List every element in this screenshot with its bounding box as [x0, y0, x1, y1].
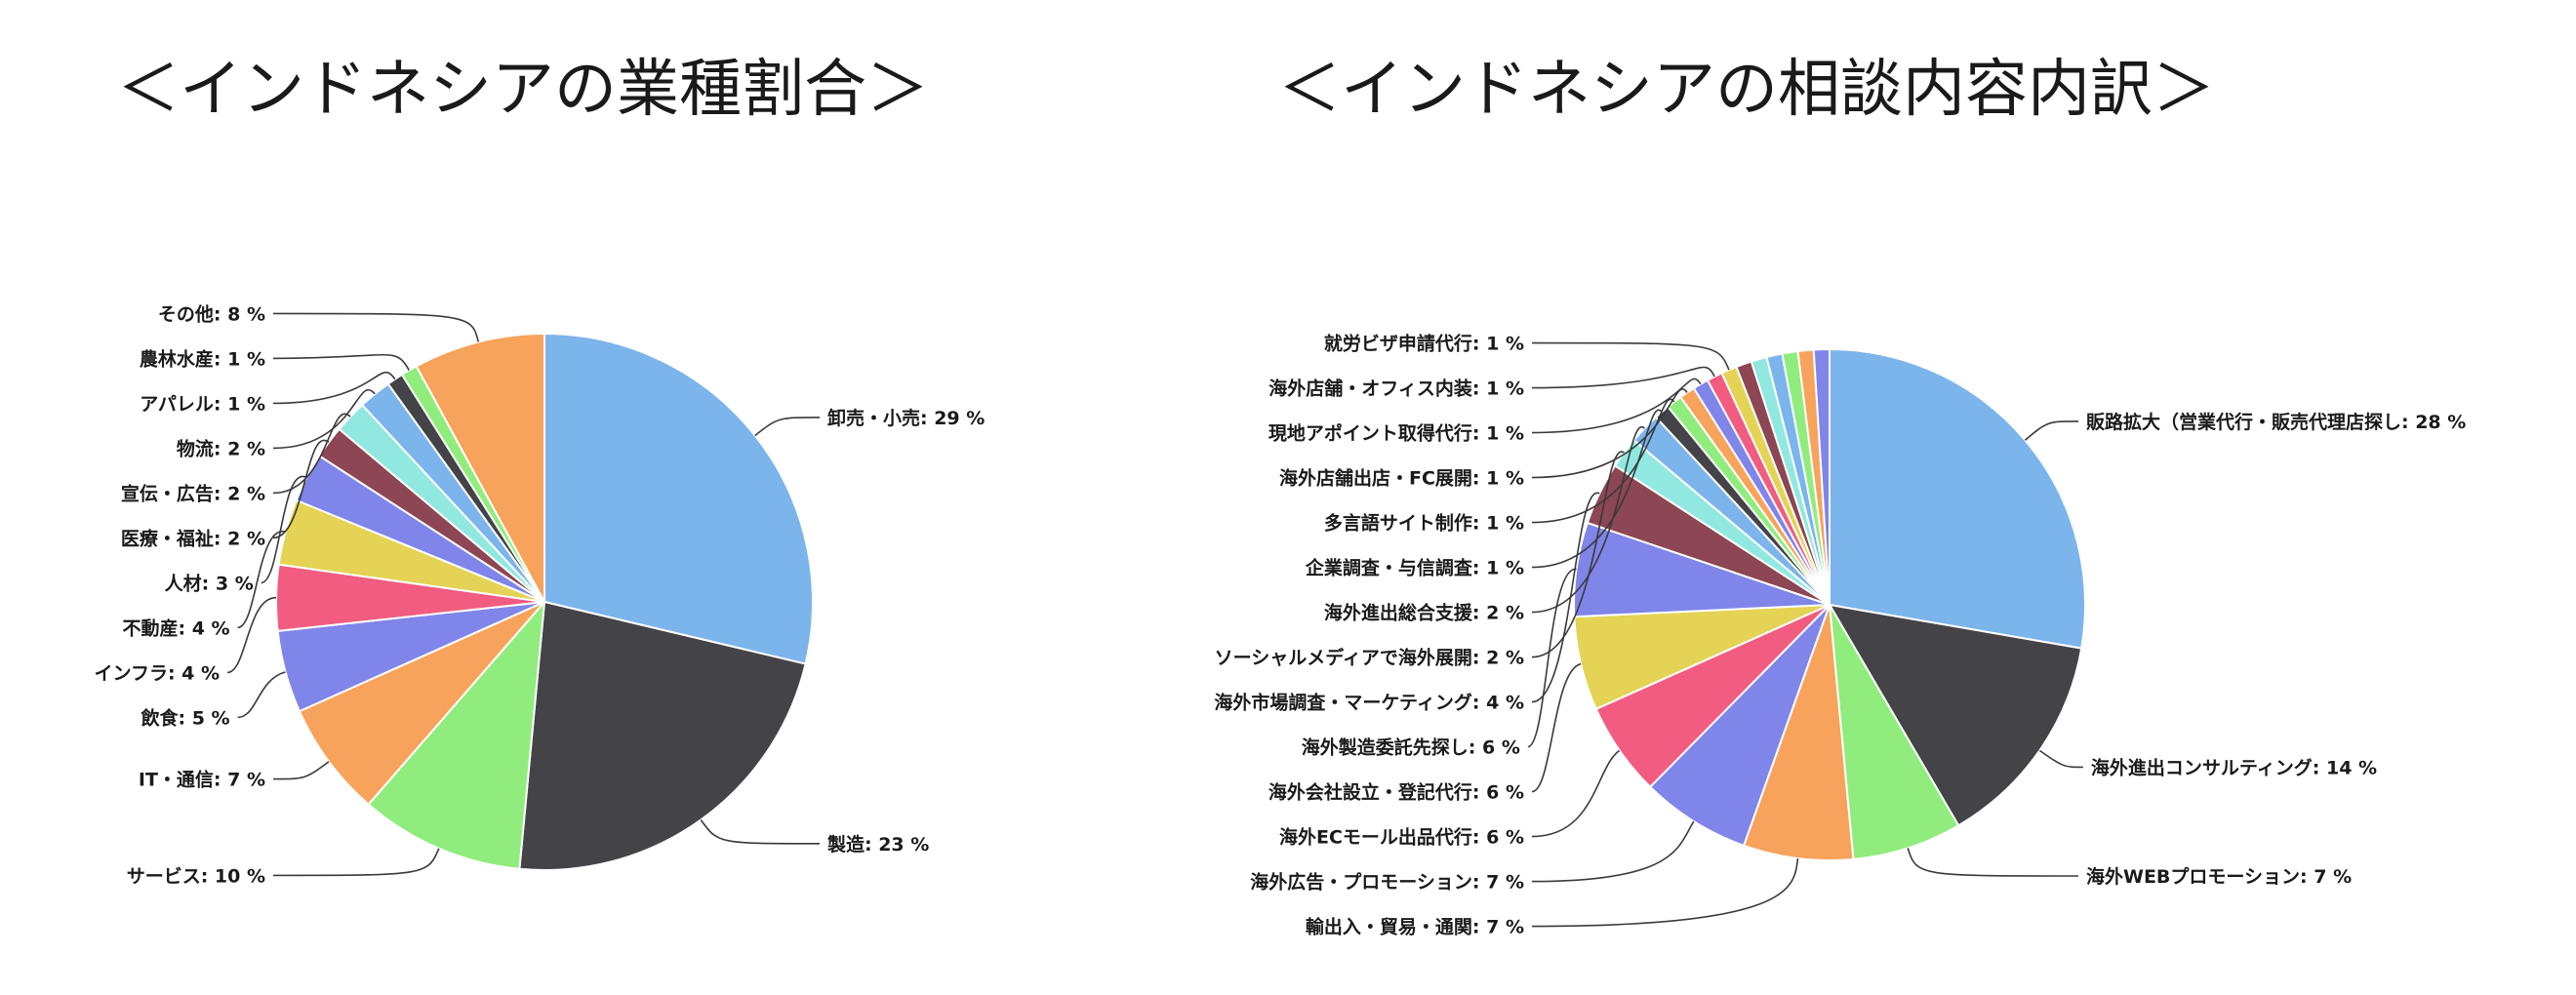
pie-slice-1-22 — [1812, 347, 1831, 606]
data-label-1-11: 企業調査・与信調査: 1 % — [1305, 557, 1524, 579]
leader-line-0-11 — [272, 371, 396, 405]
leader-line-0-1 — [700, 819, 821, 845]
leader-line-1-15 — [1531, 366, 1715, 389]
leader-line-0-8 — [272, 439, 330, 539]
data-label-0-6: 不動産: 4 % — [123, 617, 230, 639]
leader-line-0-6 — [237, 531, 286, 629]
data-label-1-0: 販路拡大（営業代行・販売代理店探し: 28 % — [2086, 411, 2466, 433]
pie-slice-0-3 — [298, 601, 545, 806]
data-label-0-3: IT・通信: 7 % — [139, 769, 265, 791]
data-label-1-14: 現地アポイント取得代行: 1 % — [1268, 422, 1524, 445]
data-label-0-0: 卸売・小売: 29 % — [827, 407, 985, 429]
leader-line-0-7 — [261, 475, 307, 584]
chart-title-industry: ＜インドネシアの業種割合＞ — [117, 54, 929, 126]
data-label-1-10: 海外進出総合支援: 2 % — [1324, 602, 1524, 624]
data-label-1-7: 海外製造委託先探し: 6 % — [1302, 736, 1520, 759]
leader-line-1-12 — [1531, 398, 1675, 524]
leader-line-1-5 — [1531, 749, 1621, 838]
leader-line-1-4 — [1531, 820, 1695, 883]
data-label-1-12: 多言語サイト制作: 1 % — [1324, 512, 1524, 535]
leader-line-1-2 — [1907, 848, 2079, 877]
leader-line-0-0 — [754, 417, 821, 437]
leader-line-1-9 — [1531, 451, 1625, 658]
pie-slice-0-1 — [518, 600, 807, 871]
leader-line-0-12 — [272, 353, 410, 371]
leader-line-1-7 — [1527, 568, 1577, 748]
data-label-1-2: 海外WEBプロモーション: 7 % — [2086, 865, 2352, 888]
leader-line-0-5 — [226, 596, 277, 674]
data-label-0-5: インフラ: 4 % — [95, 662, 221, 684]
data-label-1-4: 海外広告・プロモーション: 7 % — [1250, 871, 1524, 894]
data-label-0-12: 農林水産: 1 % — [140, 347, 265, 370]
pie-chart-consultation: 販路拡大（営業代行・販売代理店探し: 28 % 海外進出コンサルティング: 14 … — [1214, 333, 2466, 938]
pie-slice-1-3 — [1742, 604, 1855, 861]
leader-line-0-10 — [272, 388, 376, 450]
leader-line-1-10 — [1531, 425, 1646, 614]
data-label-0-11: アパレル: 1 % — [140, 393, 265, 415]
leader-line-1-14 — [1531, 378, 1702, 434]
data-label-0-2: サービス: 10 % — [127, 865, 265, 887]
data-label-0-7: 人材: 3 % — [165, 572, 254, 594]
leader-line-0-13 — [272, 312, 480, 342]
leader-line-0-2 — [272, 848, 440, 877]
data-label-0-13: その他: 8 % — [158, 302, 265, 325]
leader-line-1-3 — [1531, 857, 1799, 928]
leader-line-1-16 — [1531, 341, 1730, 371]
leader-line-1-8 — [1531, 492, 1600, 703]
data-label-1-1: 海外進出コンサルティング: 14 % — [2091, 756, 2377, 778]
pie-slice-1-1 — [1828, 603, 2083, 827]
leader-line-0-3 — [272, 761, 330, 780]
pie-slice-1-0 — [1829, 347, 2086, 650]
data-label-0-8: 医療・福祉: 2 % — [121, 527, 265, 549]
data-label-1-15: 海外店舗・オフィス内装: 1 % — [1268, 378, 1524, 400]
leader-line-1-11 — [1531, 409, 1663, 569]
pie-slice-1-2 — [1829, 604, 1960, 860]
data-label-0-4: 飲食: 5 % — [141, 706, 230, 729]
data-label-1-13: 海外店舗出店・FC展開: 1 % — [1279, 467, 1524, 490]
leader-line-1-0 — [2024, 420, 2079, 441]
chart-title-consultation: ＜インドネシアの相談内容内訳＞ — [1278, 54, 2215, 126]
pie-slice-1-4 — [1648, 604, 1831, 848]
data-label-1-3: 輸出入・貿易・通関: 7 % — [1306, 916, 1524, 938]
data-label-1-16: 就労ビザ申請代行: 1 % — [1324, 333, 1524, 355]
data-label-0-9: 宣伝・広告: 2 % — [121, 482, 265, 504]
pie-slice-0-13 — [415, 332, 545, 603]
leader-line-1-6 — [1531, 662, 1582, 793]
pie-chart-industry: 卸売・小売: 29 % 製造: 23 % その他: 8 % 農林水産: 1 % アパレル… — [95, 302, 986, 887]
data-label-0-10: 物流: 2 % — [177, 437, 265, 459]
data-label-1-8: 海外市場調査・マーケティング: 4 % — [1214, 692, 1524, 714]
leader-line-1-1 — [2038, 749, 2083, 769]
data-label-1-6: 海外会社設立・登記代行: 6 % — [1268, 781, 1524, 804]
leader-line-0-4 — [237, 671, 286, 719]
data-label-1-5: 海外ECモール出品代行: 6 % — [1279, 826, 1524, 849]
data-label-1-9: ソーシャルメディアで海外展開: 2 % — [1215, 647, 1524, 669]
pie-slice-0-2 — [367, 598, 546, 870]
data-label-0-1: 製造: 23 % — [826, 833, 929, 856]
